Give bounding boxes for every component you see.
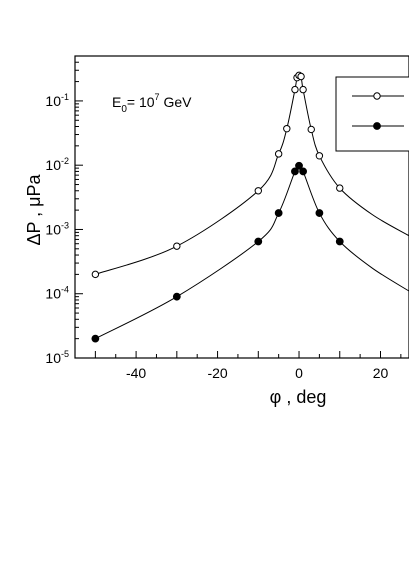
series-1-point bbox=[336, 184, 344, 192]
series-1-point bbox=[254, 187, 262, 195]
series-2-point bbox=[91, 334, 100, 343]
legend-marker-filled bbox=[373, 122, 381, 130]
series-2-point bbox=[172, 292, 181, 301]
annotation-main: E bbox=[112, 94, 121, 110]
y-tick-label: 10-2 bbox=[45, 156, 69, 173]
annotation-sub: 0 bbox=[121, 104, 127, 115]
series-1-point bbox=[297, 72, 305, 81]
plot-frame bbox=[74, 55, 409, 359]
legend-marker-open bbox=[373, 92, 381, 100]
annotation-end: GeV bbox=[160, 94, 193, 110]
y-tick-label: 10-5 bbox=[45, 349, 69, 366]
series-2-point bbox=[315, 209, 324, 217]
x-tick-label: -20 bbox=[207, 365, 227, 381]
annotation-sup: 7 bbox=[155, 92, 160, 102]
series-2-point bbox=[291, 167, 299, 176]
legend-box bbox=[335, 76, 409, 152]
series-2-point bbox=[335, 237, 344, 246]
series-1-point bbox=[91, 270, 100, 279]
series-2-point bbox=[254, 237, 263, 246]
x-tick-label: -40 bbox=[126, 365, 146, 381]
x-tick-label: 0 bbox=[295, 365, 303, 381]
legend bbox=[335, 76, 409, 152]
series-2-point bbox=[299, 167, 308, 176]
energy-annotation: E0= 107 GeV bbox=[112, 92, 192, 115]
y-tick-label: 10-4 bbox=[45, 285, 69, 302]
y-tick-label: 10-3 bbox=[45, 220, 69, 237]
y-tick-label: 10-1 bbox=[45, 92, 69, 109]
series-1-point bbox=[315, 152, 324, 160]
x-tick-label: 20 bbox=[373, 365, 389, 381]
series-1-point bbox=[283, 124, 291, 133]
series-1-point bbox=[173, 242, 181, 250]
series-1-point bbox=[291, 85, 299, 94]
series-markers bbox=[91, 71, 344, 343]
series-2-line bbox=[95, 164, 409, 340]
annotation-mid: = 10 bbox=[127, 94, 155, 110]
series-1-point bbox=[274, 150, 283, 158]
series-1-point bbox=[307, 125, 315, 134]
series-1-point bbox=[299, 85, 307, 94]
x-axis-title: φ , deg bbox=[270, 387, 327, 407]
series-2-point bbox=[295, 161, 303, 170]
series-2-point bbox=[274, 209, 283, 217]
y-axis-title: ΔP , μPa bbox=[24, 173, 44, 245]
x-axis-ticks: -40 -20 0 20 bbox=[94, 351, 402, 381]
y-axis-ticks: 10-1 10-2 10-3 10-4 10-5 bbox=[45, 55, 83, 366]
